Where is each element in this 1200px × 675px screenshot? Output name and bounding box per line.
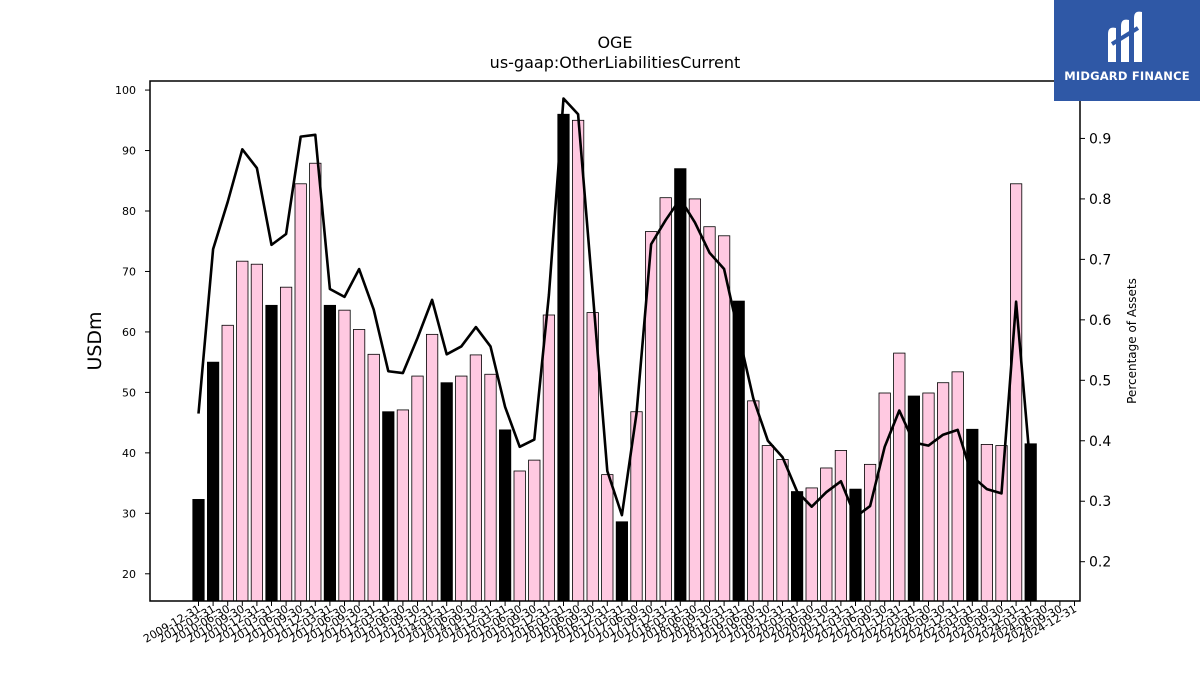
y2-axis-label: Percentage of Assets: [1125, 278, 1139, 404]
bar: [688, 198, 702, 602]
y-tick-label: 100: [115, 84, 136, 97]
bar: [309, 162, 322, 602]
bar: [703, 226, 716, 602]
y-tick-label: 40: [122, 447, 136, 460]
bar: [966, 428, 979, 602]
logo-text: MIDGARD FINANCE: [1064, 69, 1190, 83]
bar: [440, 382, 453, 602]
plot-frame: [149, 80, 1081, 602]
y-axis: 20 30 40 50 60 70 80 90 100: [115, 84, 150, 581]
chart-subtitle: us-gaap:OtherLiabilitiesCurrent: [490, 53, 741, 72]
bar: [294, 183, 307, 602]
bar: [674, 168, 687, 602]
y-tick-label: 80: [122, 205, 136, 218]
bar: [761, 445, 775, 602]
bar: [382, 411, 395, 602]
y-tick-label: 70: [122, 265, 136, 278]
bar: [1010, 183, 1023, 602]
y-tick-label: 30: [122, 507, 136, 520]
bar: [352, 329, 366, 602]
bar: [907, 395, 921, 602]
bar: [323, 304, 337, 602]
y2-tick-label: 0.7: [1089, 252, 1111, 268]
bar: [396, 409, 410, 602]
bar: [747, 400, 760, 602]
bar: [206, 361, 220, 602]
chart-title: OGE: [597, 33, 632, 52]
bars-group: [192, 113, 1037, 602]
y2-tick-label: 0.9: [1089, 131, 1111, 147]
bar: [922, 392, 935, 602]
line-group: [197, 97, 1032, 519]
bar: [601, 474, 614, 602]
bar: [791, 491, 804, 602]
y2-tick-label: 0.8: [1089, 192, 1111, 208]
x-axis: 2009-12-312010-03-312010-06-302010-09-30…: [141, 601, 1079, 646]
bar: [834, 450, 848, 602]
y-tick-label: 50: [122, 386, 136, 399]
bar: [250, 263, 263, 602]
y2-tick-label: 0.6: [1089, 313, 1111, 329]
bar: [411, 375, 424, 602]
bar: [776, 459, 789, 602]
bar: [455, 375, 468, 602]
bar: [469, 354, 483, 602]
bar: [498, 429, 512, 602]
bar: [367, 353, 380, 602]
y2-tick-label: 0.2: [1089, 555, 1111, 571]
bar: [557, 113, 570, 602]
logo-mark-icon: [1108, 11, 1142, 63]
bar: [338, 309, 351, 602]
bar: [615, 521, 629, 602]
brand-logo: MIDGARD FINANCE: [1054, 0, 1200, 101]
y-tick-label: 90: [122, 145, 136, 158]
y2-tick-label: 0.5: [1089, 373, 1111, 389]
bar: [659, 197, 672, 602]
y2-tick-label: 0.3: [1089, 494, 1111, 510]
bar: [513, 470, 526, 602]
bar: [995, 445, 1008, 602]
bar: [878, 392, 891, 602]
y-axis-label: USDm: [84, 311, 106, 370]
bar: [542, 314, 556, 602]
bar: [980, 443, 994, 602]
series-line: [197, 97, 1032, 519]
bar: [221, 324, 234, 602]
bar: [192, 499, 205, 602]
bar: [265, 304, 278, 602]
bar: [572, 119, 585, 602]
bar: [425, 333, 439, 602]
bar: [484, 373, 497, 602]
bar: [937, 382, 950, 602]
y-tick-label: 60: [122, 326, 136, 339]
y2-tick-label: 0.4: [1089, 434, 1111, 450]
bar: [236, 260, 249, 602]
bar: [951, 371, 964, 602]
y2-axis: 0.2 0.3 0.4 0.5 0.6 0.7 0.8 0.9: [1080, 131, 1111, 571]
y-tick-label: 20: [122, 568, 136, 581]
bar: [528, 459, 541, 602]
bar: [893, 352, 906, 602]
bar: [279, 286, 293, 602]
